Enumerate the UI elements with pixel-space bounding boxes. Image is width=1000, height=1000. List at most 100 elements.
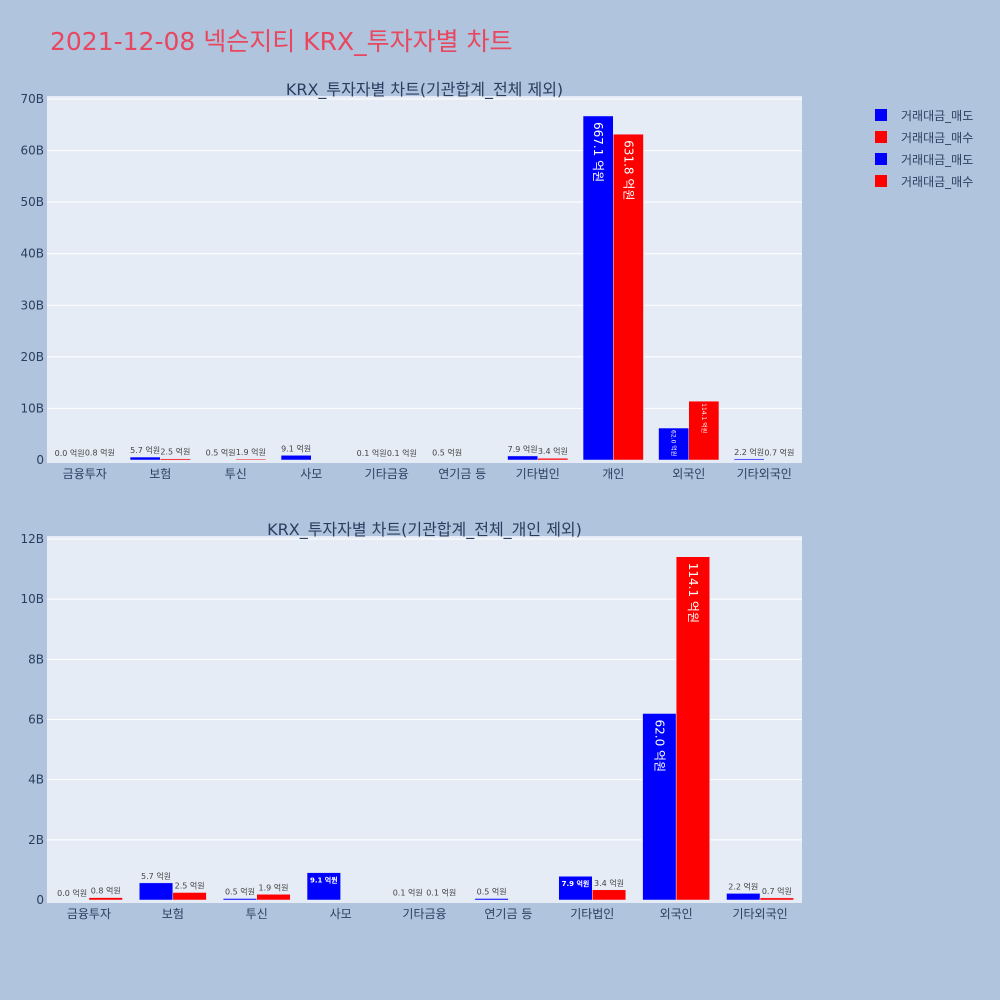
y-tick-label: 8B: [28, 652, 44, 666]
x-tick-label: 투신: [246, 907, 268, 921]
data-label: 62.0 억원: [670, 430, 678, 456]
chart-title: KRX_투자자별 차트(기관합계_전체_개인 제외): [267, 520, 582, 540]
x-tick-label: 연기금 등: [438, 467, 486, 481]
bar: [280, 455, 312, 461]
data-label: 0.7 억원: [764, 448, 794, 458]
y-tick-label: 10B: [20, 401, 44, 415]
x-tick-label: 기타법인: [570, 907, 614, 921]
data-label: 2.2 억원: [728, 881, 758, 891]
data-label: 2.2 억원: [734, 447, 764, 457]
page-title: 2021-12-08 넥슨지티 KRX_투자자별 차트: [50, 27, 513, 56]
legend-item[interactable]: 거래대금_매도: [875, 148, 973, 170]
chart-panel: 0 2B 4B 6B 8B 10B 12B KRX_투자자별 차트(기관합계_전체_개인 제외…: [20, 520, 802, 921]
data-label: 62.0 억원: [652, 719, 666, 772]
x-tick-label: 사모: [300, 467, 322, 481]
bar: [558, 875, 593, 901]
y-tick-label: 40B: [20, 247, 44, 261]
x-tick-label: 금융투자: [63, 467, 107, 481]
bar: [306, 872, 341, 901]
bar: [474, 898, 509, 901]
bar: [726, 893, 761, 901]
x-tick-label: 기타금융: [402, 907, 446, 921]
data-label: 9.1 억원: [310, 876, 338, 885]
data-label: 114.1 억원: [700, 403, 708, 433]
y-tick-label: 4B: [28, 773, 44, 787]
data-label: 0.1 억원: [387, 448, 417, 458]
x-tick-label: 금융투자: [67, 907, 111, 921]
x-tick-label: 기타외국인: [737, 467, 792, 481]
data-label: 631.8 억원: [621, 140, 635, 200]
legend-swatch-buy: [875, 131, 887, 143]
data-label: 3.4 억원: [538, 446, 568, 456]
bar: [507, 455, 538, 461]
data-label: 1.9 억원: [236, 447, 266, 457]
bar: [129, 456, 161, 461]
x-tick-label: 기타법인: [516, 467, 560, 481]
bar: [658, 427, 689, 461]
plot-area: [47, 96, 802, 463]
data-label: 7.9 억원: [508, 444, 538, 454]
legend-label: 거래대금_매도: [901, 108, 974, 123]
x-tick-label: 기타외국인: [732, 907, 787, 921]
bar: [582, 115, 614, 461]
data-label: 5.7 억원: [130, 445, 160, 455]
y-tick-label: 10B: [20, 592, 44, 606]
y-tick-label: 60B: [20, 144, 44, 158]
bar: [172, 892, 207, 901]
data-label: 0.8 억원: [91, 886, 121, 896]
legend-item[interactable]: 거래대금_매도: [875, 104, 973, 126]
bar: [256, 894, 291, 901]
bar: [642, 713, 677, 901]
legend-label: 거래대금_매수: [901, 130, 974, 145]
data-label: 0.1 억원: [426, 888, 456, 898]
data-label: 3.4 억원: [594, 878, 624, 888]
data-label: 0.5 억원: [432, 448, 462, 458]
data-label: 0.8 억원: [85, 448, 115, 458]
y-tick-label: 20B: [20, 350, 44, 364]
y-tick-label: 70B: [20, 92, 44, 106]
y-tick-label: 50B: [20, 195, 44, 209]
data-label: 5.7 억원: [141, 871, 171, 881]
bar: [675, 556, 710, 901]
data-label: 7.9 억원: [562, 879, 590, 888]
x-tick-label: 연기금 등: [484, 907, 532, 921]
x-tick-label: 사모: [330, 907, 352, 921]
x-tick-label: 기타금융: [365, 467, 409, 481]
x-tick-label: 개인: [602, 467, 624, 481]
bar: [688, 400, 720, 461]
legend-swatch-buy: [875, 175, 887, 187]
bar: [733, 458, 765, 461]
x-tick-label: 보험: [162, 907, 184, 921]
x-tick-label: 보험: [149, 467, 171, 481]
data-label: 0.7 억원: [762, 886, 792, 896]
legend-swatch-sell: [875, 153, 887, 165]
data-label: 0.5 억원: [477, 886, 507, 896]
legend-swatch-sell: [875, 109, 887, 121]
data-label: 0.5 억원: [206, 448, 236, 458]
legend-item[interactable]: 거래대금_매수: [875, 126, 973, 148]
data-label: 9.1 억원: [281, 443, 311, 453]
bar: [759, 897, 794, 901]
data-label: 667.1 억원: [591, 122, 605, 182]
legend-item[interactable]: 거래대금_매수: [875, 170, 973, 192]
bar: [592, 889, 627, 901]
x-tick-label: 외국인: [660, 907, 693, 921]
data-label: 2.5 억원: [160, 447, 190, 457]
data-label: 114.1 억원: [686, 563, 700, 623]
data-label: 0.1 억원: [357, 448, 387, 458]
data-label: 0.1 억원: [393, 888, 423, 898]
bar: [613, 133, 644, 461]
bar: [139, 882, 174, 901]
bar: [160, 458, 191, 461]
y-tick-label: 0: [36, 893, 44, 907]
data-label: 0.0 억원: [57, 888, 87, 898]
data-label: 0.0 억원: [55, 448, 85, 458]
y-tick-label: 6B: [28, 713, 44, 727]
y-tick-label: 2B: [28, 833, 44, 847]
x-tick-label: 외국인: [672, 467, 705, 481]
legend-label: 거래대금_매도: [901, 152, 974, 167]
legend-label: 거래대금_매수: [901, 174, 974, 189]
x-tick-label: 투신: [225, 467, 247, 481]
bar: [222, 898, 257, 901]
